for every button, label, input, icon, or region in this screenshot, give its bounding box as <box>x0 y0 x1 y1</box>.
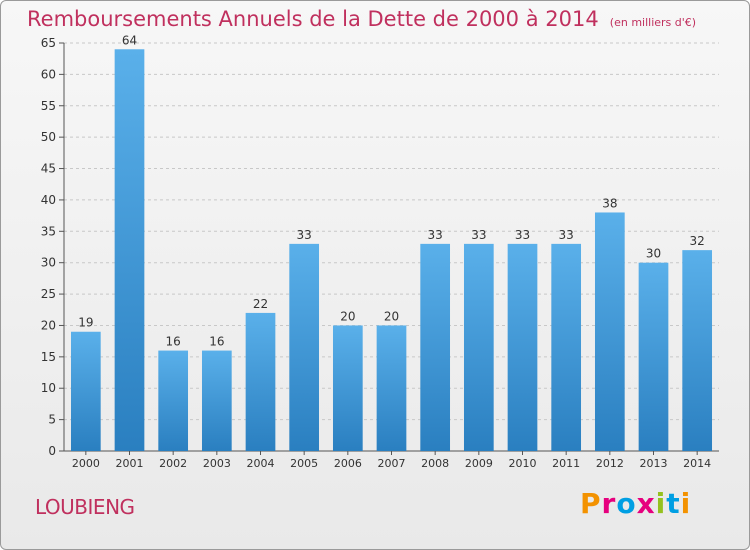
y-tick-label: 30 <box>41 256 56 270</box>
x-tick-label: 2012 <box>596 457 624 470</box>
x-tick-label: 2009 <box>465 457 493 470</box>
bar <box>551 243 582 451</box>
proxiti-logo: Proxiti <box>580 487 691 520</box>
bar <box>463 243 494 451</box>
x-tick-label: 2010 <box>509 457 537 470</box>
bar <box>70 331 101 451</box>
bar <box>201 350 232 451</box>
y-tick-label: 10 <box>41 381 56 395</box>
x-tick-label: 2007 <box>378 457 406 470</box>
bar <box>245 312 276 451</box>
logo-letter: o <box>616 487 637 520</box>
bar-value-label: 19 <box>78 316 93 330</box>
y-tick-label: 50 <box>41 130 56 144</box>
bar-value-label: 33 <box>515 228 530 242</box>
y-tick-label: 40 <box>41 193 56 207</box>
bar <box>158 350 189 451</box>
bar-value-label: 38 <box>602 196 617 210</box>
y-tick-label: 55 <box>41 99 56 113</box>
bar <box>289 243 320 451</box>
bar-value-label: 30 <box>646 247 661 261</box>
bar-value-label: 64 <box>122 33 137 47</box>
bar-value-label: 33 <box>471 228 486 242</box>
logo-letter: i <box>680 487 692 520</box>
bar-value-label: 33 <box>559 228 574 242</box>
x-tick-label: 2001 <box>116 457 144 470</box>
bar-value-label: 16 <box>166 335 181 349</box>
bar <box>682 250 713 451</box>
y-tick-label: 15 <box>41 350 56 364</box>
chart-subtitle: (en milliers d'€) <box>609 16 697 29</box>
bar <box>507 243 538 451</box>
y-tick-label: 20 <box>41 318 56 332</box>
x-tick-label: 2002 <box>159 457 187 470</box>
logo-letter: r <box>601 487 617 520</box>
bar <box>420 243 451 451</box>
bar <box>594 212 625 451</box>
bar-value-label: 32 <box>690 234 705 248</box>
logo-letter: P <box>580 487 602 520</box>
x-tick-label: 2004 <box>247 457 275 470</box>
chart-title-row: Remboursements Annuels de la Dette de 20… <box>27 7 696 31</box>
bar <box>376 325 407 451</box>
y-tick-label: 65 <box>41 36 56 50</box>
x-tick-label: 2014 <box>683 457 711 470</box>
x-tick-label: 2003 <box>203 457 231 470</box>
y-tick-label: 60 <box>41 67 56 81</box>
x-tick-label: 2008 <box>421 457 449 470</box>
x-tick-label: 2005 <box>290 457 318 470</box>
bar <box>332 325 363 451</box>
y-tick-label: 25 <box>41 287 56 301</box>
y-tick-label: 35 <box>41 224 56 238</box>
y-tick-label: 5 <box>48 413 56 427</box>
y-tick-label: 45 <box>41 162 56 176</box>
bar-value-label: 16 <box>209 335 224 349</box>
bar-value-label: 33 <box>297 228 312 242</box>
commune-name: LOUBIENG <box>35 495 135 519</box>
logo-letter: x <box>636 487 656 520</box>
bar <box>114 49 145 452</box>
x-tick-label: 2000 <box>72 457 100 470</box>
x-tick-label: 2006 <box>334 457 362 470</box>
x-tick-label: 2013 <box>640 457 668 470</box>
bar-value-label: 33 <box>428 228 443 242</box>
chart-title: Remboursements Annuels de la Dette de 20… <box>27 7 599 31</box>
bar-value-label: 20 <box>384 309 399 323</box>
bar-value-label: 20 <box>340 309 355 323</box>
bar <box>638 262 669 451</box>
bar-value-label: 22 <box>253 297 268 311</box>
x-tick-label: 2011 <box>552 457 580 470</box>
y-tick-label: 0 <box>48 444 56 458</box>
logo-letter: i <box>655 487 667 520</box>
logo-letter: t <box>666 487 681 520</box>
